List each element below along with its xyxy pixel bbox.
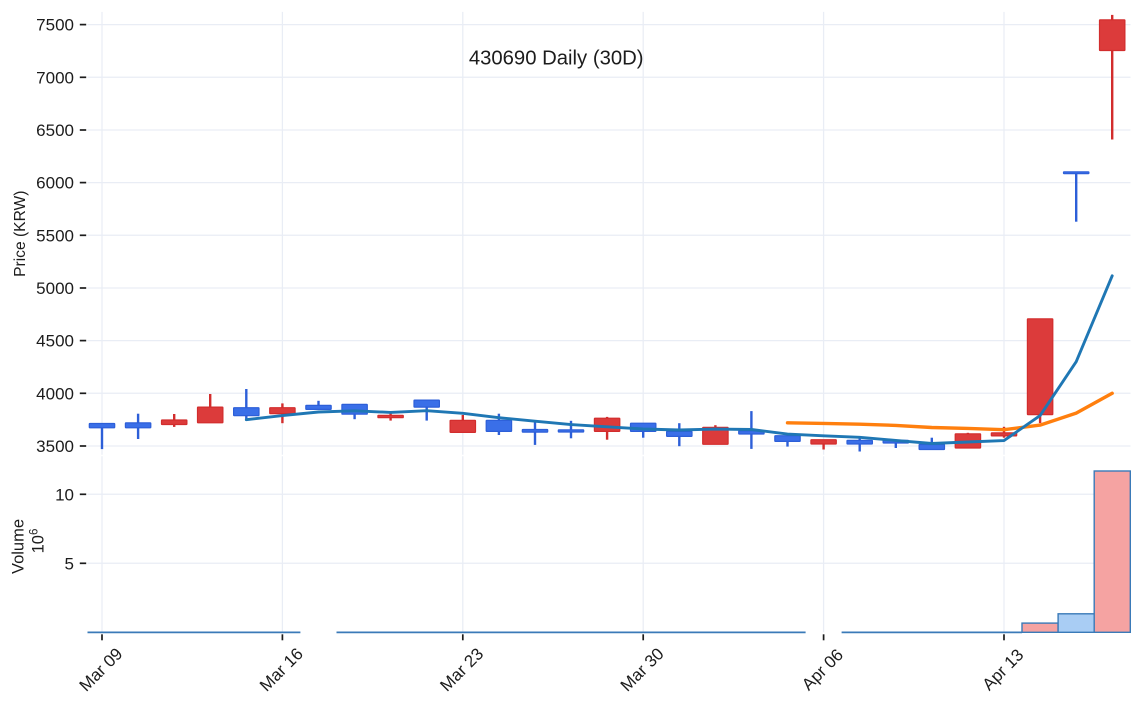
svg-text:7000: 7000: [36, 68, 74, 87]
svg-text:Price (KRW): Price (KRW): [12, 191, 29, 277]
svg-text:7500: 7500: [36, 16, 74, 35]
svg-text:Volume: Volume: [10, 519, 28, 574]
svg-text:10: 10: [55, 485, 74, 504]
svg-text:3500: 3500: [36, 437, 74, 456]
svg-text:4500: 4500: [36, 332, 74, 351]
svg-text:6500: 6500: [36, 121, 74, 140]
svg-text:4000: 4000: [36, 384, 74, 403]
svg-text:5: 5: [65, 554, 74, 573]
svg-text:430690 Daily (30D): 430690 Daily (30D): [469, 48, 644, 70]
svg-text:5500: 5500: [36, 226, 74, 245]
svg-text:6000: 6000: [36, 174, 74, 193]
svg-text:5000: 5000: [36, 279, 74, 298]
